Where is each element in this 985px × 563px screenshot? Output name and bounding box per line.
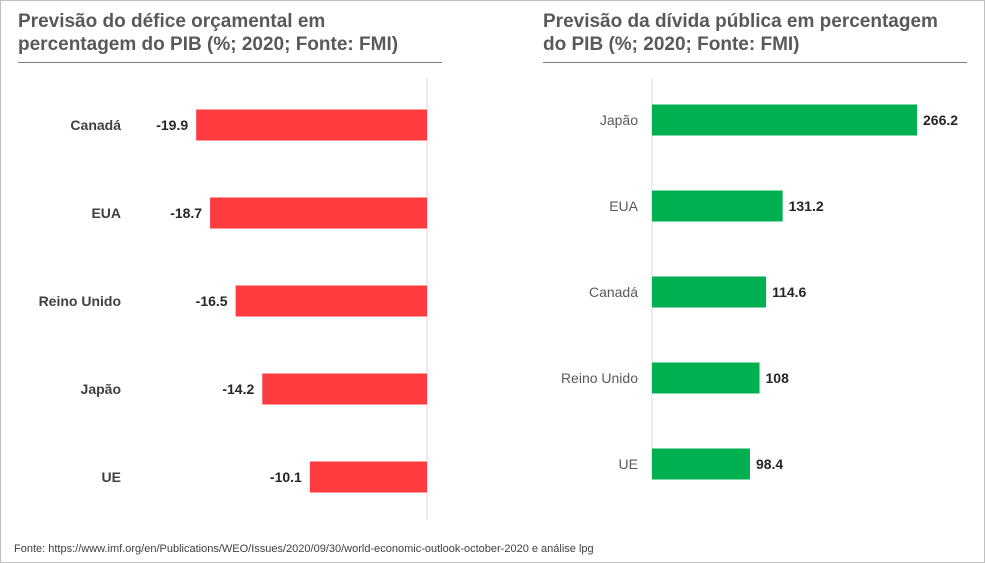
debt-category-label: Canadá bbox=[589, 284, 638, 300]
debt-bar bbox=[652, 104, 917, 136]
deficit-data-label: -18.7 bbox=[170, 205, 202, 221]
debt-data-label: 114.6 bbox=[772, 284, 806, 300]
deficit-chart-title: Previsão do défice orçamental em percent… bbox=[18, 10, 398, 56]
debt-category-label: EUA bbox=[609, 198, 638, 214]
deficit-bar bbox=[196, 109, 427, 141]
deficit-category-label: EUA bbox=[91, 205, 121, 221]
debt-data-label: 108 bbox=[766, 370, 790, 386]
debt-chart-title: Previsão da dívida pública em percentage… bbox=[543, 10, 938, 56]
debt-category-label: Japão bbox=[600, 112, 638, 128]
debt-bar bbox=[652, 276, 767, 308]
debt-bar bbox=[652, 190, 783, 222]
deficit-title-rule bbox=[18, 62, 442, 63]
debt-chart-title-line-1: Previsão da dívida pública em percentage… bbox=[543, 11, 938, 32]
deficit-data-label: -16.5 bbox=[196, 293, 228, 309]
deficit-bar bbox=[309, 461, 427, 493]
deficit-bar bbox=[235, 285, 427, 317]
debt-data-label: 131.2 bbox=[789, 198, 824, 214]
debt-title-rule bbox=[543, 62, 967, 63]
deficit-category-label: Canadá bbox=[70, 117, 121, 133]
deficit-chart-title-line-1: Previsão do défice orçamental em bbox=[18, 11, 326, 32]
deficit-category-label: UE bbox=[102, 469, 121, 485]
debt-data-label: 98.4 bbox=[756, 456, 783, 472]
debt-category-label: Reino Unido bbox=[561, 370, 638, 386]
deficit-bar bbox=[210, 197, 427, 229]
deficit-bar bbox=[262, 373, 427, 405]
debt-chart-title-line-2: do PIB (%; 2020; Fonte: FMI) bbox=[543, 34, 800, 55]
debt-category-label: UE bbox=[619, 456, 638, 472]
debt-bar bbox=[652, 362, 760, 394]
deficit-category-label: Japão bbox=[81, 381, 121, 397]
deficit-data-label: -19.9 bbox=[156, 117, 188, 133]
deficit-category-label: Reino Unido bbox=[39, 293, 121, 309]
deficit-chart-title-line-2: percentagem do PIB (%; 2020; Fonte: FMI) bbox=[18, 34, 399, 55]
debt-data-label: 266.2 bbox=[923, 112, 958, 128]
deficit-data-label: -14.2 bbox=[222, 381, 254, 397]
debt-bar bbox=[652, 448, 750, 480]
source-footnote: Fonte: https://www.imf.org/en/Publicatio… bbox=[14, 543, 594, 555]
deficit-data-label: -10.1 bbox=[270, 469, 302, 485]
